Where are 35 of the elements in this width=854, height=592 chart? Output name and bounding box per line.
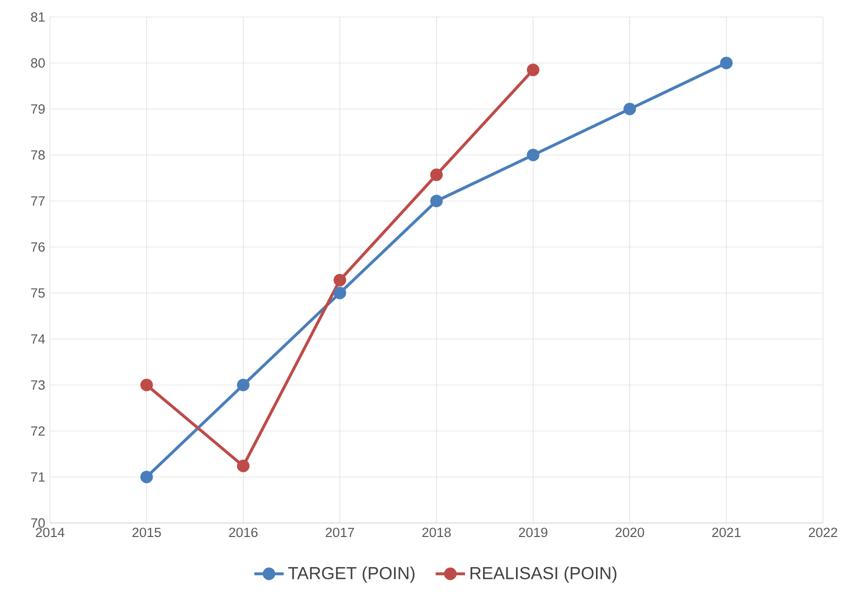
x-tick-label: 2014 bbox=[36, 528, 64, 538]
y-tick-label: 77 bbox=[31, 196, 45, 206]
x-tick-label: 2019 bbox=[518, 528, 548, 538]
legend-label: TARGET (POIN) bbox=[288, 566, 414, 583]
legend-label: REALISASI (POIN) bbox=[470, 566, 616, 583]
y-tick-label: 71 bbox=[31, 472, 45, 482]
y-tick-label: 78 bbox=[31, 150, 45, 160]
x-tick-label: 2018 bbox=[422, 528, 451, 538]
point bbox=[140, 378, 153, 392]
y-tick-label: 79 bbox=[31, 104, 45, 114]
point bbox=[430, 194, 443, 208]
x-tick-label: 2020 bbox=[616, 528, 644, 538]
point bbox=[526, 64, 540, 76]
point bbox=[236, 460, 250, 472]
point bbox=[526, 148, 540, 162]
point bbox=[430, 168, 443, 182]
y-tick-label: 73 bbox=[31, 380, 45, 390]
x-tick-label: 2021 bbox=[712, 528, 741, 538]
y-tick-label: 70 bbox=[31, 518, 45, 528]
y-tick-label: 75 bbox=[31, 288, 45, 298]
point bbox=[140, 470, 153, 484]
y-tick-label: 74 bbox=[31, 334, 45, 344]
x-tick-label: 2015 bbox=[132, 528, 161, 538]
point bbox=[334, 274, 346, 286]
y-tick-label: 80 bbox=[31, 58, 45, 68]
point bbox=[623, 102, 636, 116]
x-tick-label: 2016 bbox=[229, 528, 258, 538]
y-tick-label: 76 bbox=[31, 242, 45, 252]
y-tick-label: 81 bbox=[31, 12, 45, 22]
point bbox=[334, 286, 346, 300]
x-tick-label: 2022 bbox=[808, 528, 838, 538]
x-tick-label: 2017 bbox=[326, 528, 354, 538]
point bbox=[236, 378, 250, 392]
point bbox=[720, 56, 733, 70]
y-tick-label: 72 bbox=[31, 426, 45, 436]
